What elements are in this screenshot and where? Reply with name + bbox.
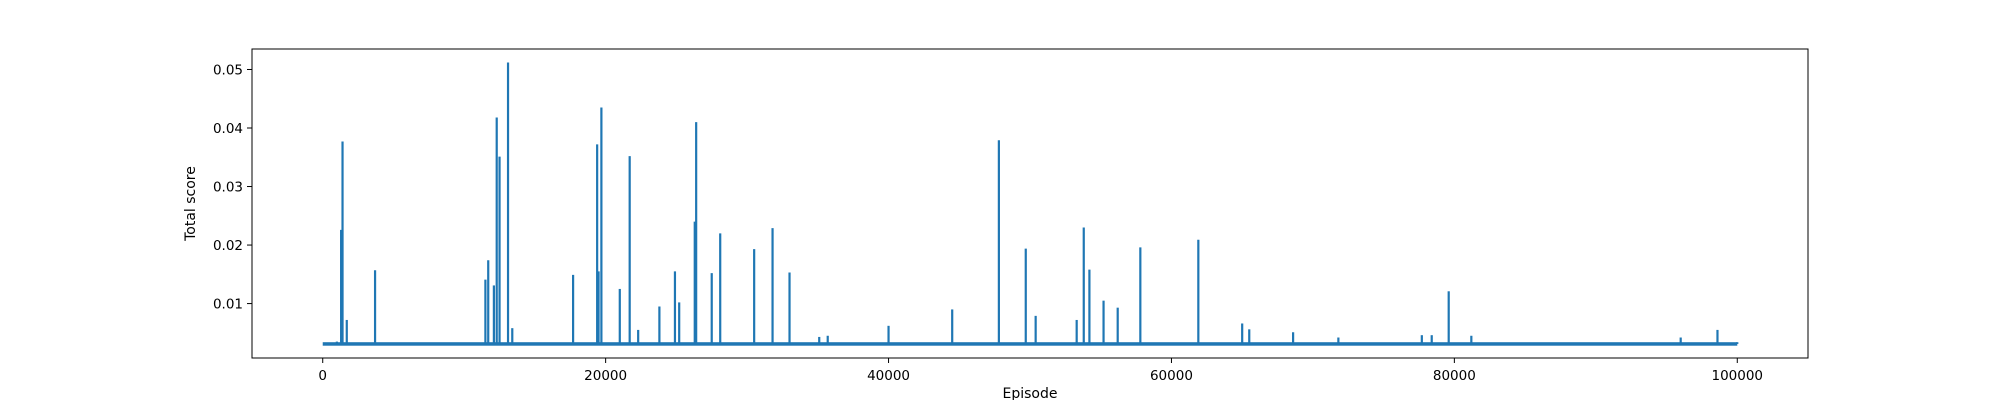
series-noise-band (322, 342, 1738, 346)
y-tick-label: 0.05 (213, 62, 243, 78)
plot-frame (251, 48, 1809, 359)
x-axis: 0 20000 40000 60000 80000 100000 (318, 358, 1763, 384)
y-tick-label: 0.04 (213, 121, 243, 137)
x-tick-label: 20000 (584, 368, 627, 384)
x-tick-label: 40000 (867, 368, 910, 384)
y-axis-label: Total score (183, 166, 199, 242)
x-tick-label: 100000 (1711, 368, 1763, 384)
y-tick-label: 0.02 (213, 238, 243, 254)
y-tick-label: 0.01 (213, 297, 243, 313)
x-tick-label: 0 (318, 368, 327, 384)
x-tick-label: 80000 (1433, 368, 1476, 384)
y-axis: 0.01 0.02 0.03 0.04 0.05 (213, 62, 252, 313)
y-tick-label: 0.03 (213, 180, 243, 196)
series-layer (322, 62, 1739, 346)
x-tick-label: 60000 (1150, 368, 1193, 384)
x-axis-label: Episode (1003, 386, 1058, 400)
